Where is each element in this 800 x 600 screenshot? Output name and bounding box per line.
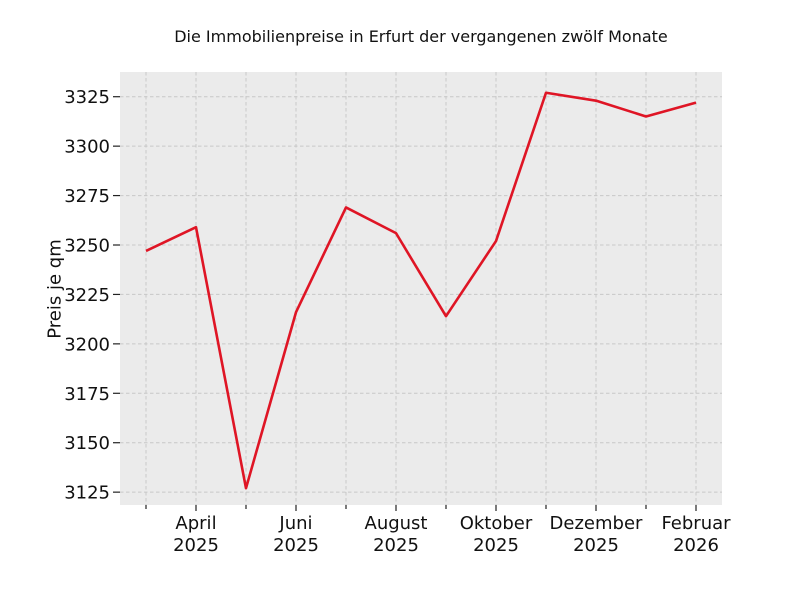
y-tick-label: 3225 (64, 285, 110, 306)
y-tick-label: 3175 (64, 384, 110, 405)
x-tick-label-month: Oktober (460, 513, 533, 534)
y-tick-label: 3325 (64, 87, 110, 108)
y-tick-label: 3275 (64, 186, 110, 207)
x-tick-label-month: Dezember (550, 513, 643, 534)
x-tick-label-year: 2025 (473, 535, 519, 556)
x-tick-label-month: Februar (661, 513, 731, 534)
x-tick-label-year: 2025 (573, 535, 619, 556)
x-tick-label-year: 2025 (273, 535, 319, 556)
y-tick-label: 3125 (64, 483, 110, 504)
plot-area (120, 72, 722, 505)
x-tick-label-month: August (365, 513, 428, 534)
x-tick-label-month: April (175, 513, 216, 534)
y-tick-label: 3300 (64, 137, 110, 158)
x-tick-label-year: 2025 (373, 535, 419, 556)
price-line (145, 91, 697, 490)
y-tick-label: 3250 (64, 236, 110, 257)
x-tick-label-month: Juni (278, 513, 312, 534)
y-tick-label: 3200 (64, 334, 110, 355)
y-tick-label: 3150 (64, 433, 110, 454)
x-tick-label-year: 2026 (673, 535, 719, 556)
chart-title: Die Immobilienpreise in Erfurt der verga… (174, 27, 668, 46)
x-tick-label-year: 2025 (173, 535, 219, 556)
